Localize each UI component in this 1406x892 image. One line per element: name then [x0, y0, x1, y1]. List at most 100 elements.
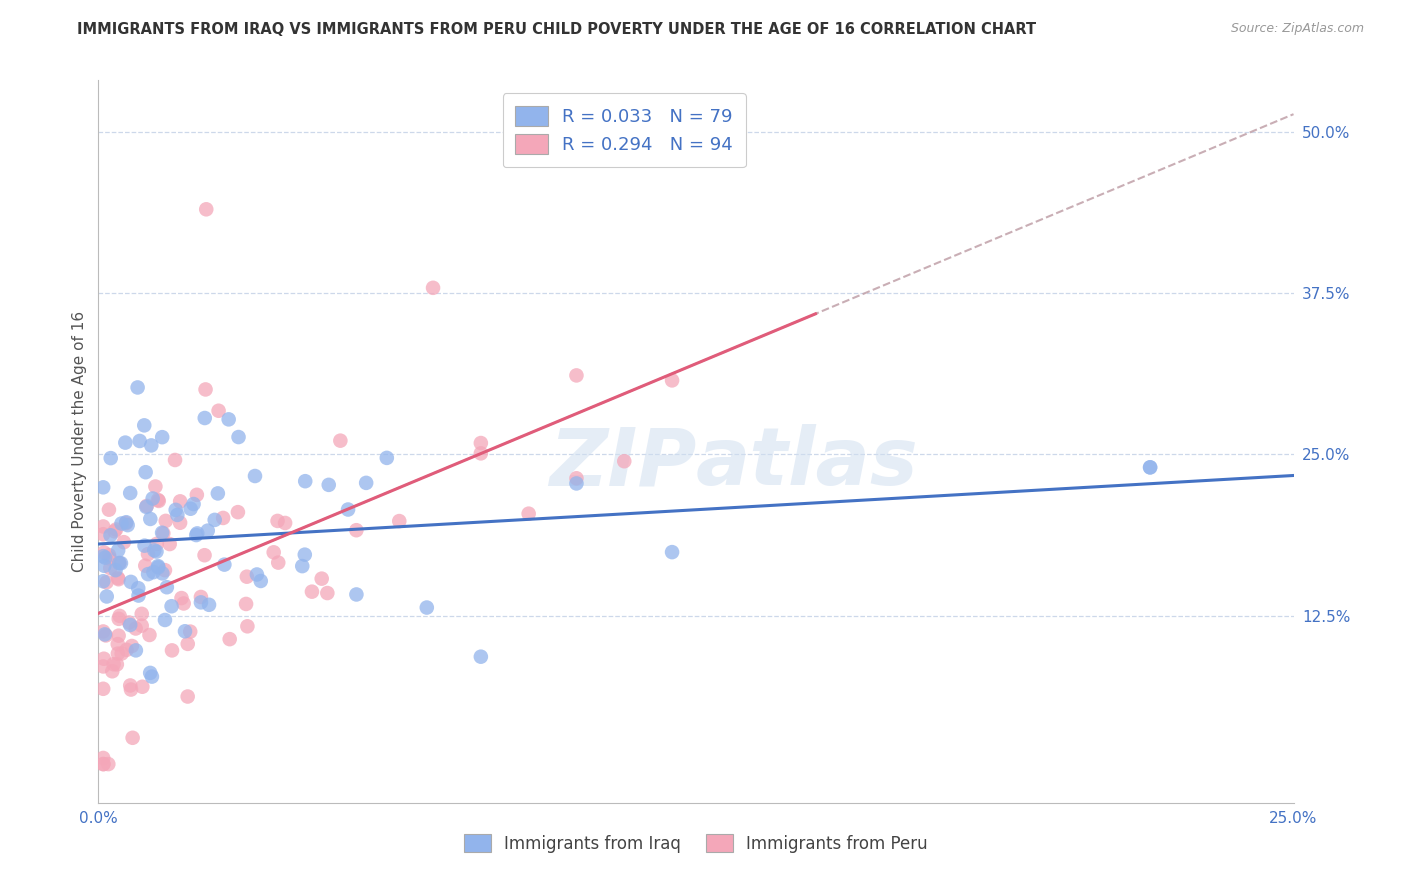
Point: [274, 516, 297, 530]
Point: [128, 589, 150, 603]
Point: [103, 657, 125, 672]
Point: [422, 281, 444, 295]
Point: [218, 412, 240, 426]
Point: [311, 572, 333, 586]
Point: [375, 450, 398, 465]
Point: [235, 597, 257, 611]
Point: [107, 612, 129, 626]
Point: [148, 560, 170, 574]
Point: [115, 516, 138, 531]
Point: [145, 544, 167, 558]
Point: [329, 434, 352, 448]
Point: [115, 515, 138, 529]
Point: [93, 757, 115, 772]
Point: [97, 502, 120, 516]
Point: [94, 627, 117, 641]
Point: [1139, 460, 1161, 475]
Point: [207, 486, 229, 500]
Point: [97, 757, 120, 772]
Point: [166, 508, 188, 522]
Point: [91, 659, 114, 673]
Point: [613, 454, 636, 468]
Point: [169, 494, 191, 508]
Point: [131, 618, 153, 632]
Point: [141, 438, 163, 452]
Point: [174, 624, 197, 639]
Point: [111, 647, 134, 661]
Point: [193, 548, 215, 562]
Point: [93, 545, 115, 559]
Point: [139, 665, 162, 680]
Point: [94, 550, 117, 565]
Point: [127, 581, 149, 595]
Point: [142, 565, 165, 579]
Point: [120, 574, 142, 589]
Point: [136, 547, 159, 561]
Point: [135, 465, 157, 479]
Point: [107, 572, 129, 586]
Point: [93, 651, 115, 665]
Y-axis label: Child Poverty Under the Age of 16: Child Poverty Under the Age of 16: [72, 311, 87, 572]
Point: [243, 469, 266, 483]
Point: [153, 563, 176, 577]
Point: [136, 567, 159, 582]
Point: [150, 525, 173, 540]
Point: [150, 566, 173, 581]
Point: [470, 436, 492, 450]
Point: [153, 613, 176, 627]
Point: [156, 580, 179, 594]
Point: [118, 615, 141, 630]
Point: [194, 383, 217, 397]
Point: [110, 516, 132, 531]
Point: [105, 657, 128, 672]
Point: [152, 526, 174, 541]
Point: [337, 502, 360, 516]
Point: [121, 639, 143, 653]
Point: [148, 494, 170, 508]
Point: [661, 545, 683, 559]
Point: [146, 492, 169, 507]
Point: [120, 618, 142, 632]
Point: [177, 637, 200, 651]
Point: [263, 545, 285, 559]
Point: [104, 563, 127, 577]
Point: [197, 524, 219, 538]
Point: [108, 556, 131, 570]
Text: Source: ZipAtlas.com: Source: ZipAtlas.com: [1230, 22, 1364, 36]
Point: [204, 513, 226, 527]
Point: [91, 751, 114, 765]
Point: [128, 434, 150, 448]
Point: [121, 731, 143, 745]
Point: [120, 678, 142, 692]
Point: [107, 647, 129, 661]
Point: [186, 488, 208, 502]
Point: [110, 556, 132, 570]
Point: [108, 556, 131, 570]
Point: [91, 549, 114, 564]
Point: [1139, 460, 1161, 475]
Point: [131, 680, 153, 694]
Point: [160, 643, 183, 657]
Point: [98, 561, 121, 575]
Text: atlas: atlas: [696, 425, 918, 502]
Point: [388, 514, 411, 528]
Point: [142, 491, 165, 506]
Point: [228, 430, 250, 444]
Point: [143, 543, 166, 558]
Point: [316, 586, 339, 600]
Point: [344, 523, 367, 537]
Point: [176, 690, 198, 704]
Point: [246, 567, 269, 582]
Point: [163, 453, 186, 467]
Point: [186, 528, 208, 542]
Point: [131, 607, 153, 621]
Point: [249, 574, 271, 588]
Point: [120, 486, 142, 500]
Point: [134, 418, 156, 433]
Point: [194, 411, 217, 425]
Point: [98, 551, 121, 566]
Point: [226, 505, 249, 519]
Point: [145, 537, 167, 551]
Point: [94, 628, 117, 642]
Point: [236, 570, 259, 584]
